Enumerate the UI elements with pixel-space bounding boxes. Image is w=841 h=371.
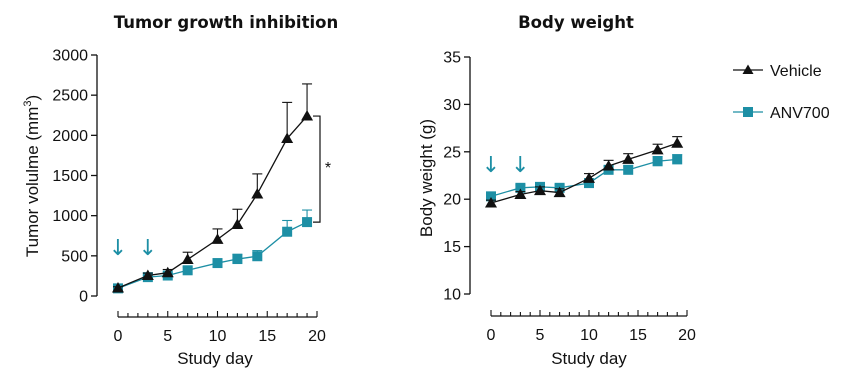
data-point	[232, 254, 243, 265]
data-point	[672, 154, 683, 165]
x-tick-label: 5	[163, 328, 172, 345]
data-point	[301, 110, 314, 121]
y-tick-label: 3000	[52, 48, 88, 65]
significance-star: *	[325, 160, 331, 177]
data-point	[231, 218, 244, 230]
x-axis-label-tumor: Study day	[177, 349, 253, 368]
x-tick-label: 0	[487, 327, 496, 344]
data-point	[251, 187, 264, 199]
y-tick-label: 20	[443, 192, 461, 209]
data-point	[281, 132, 294, 144]
legend-anv700-label: ANV700	[770, 105, 830, 122]
x-tick-label: 20	[308, 328, 326, 345]
data-point	[485, 196, 497, 208]
dosing-arrow: ↓	[482, 153, 500, 178]
y-tick-label: 1000	[52, 208, 88, 225]
data-point	[515, 182, 526, 193]
y-tick-label: 1500	[52, 168, 88, 185]
data-point	[486, 191, 496, 202]
y-tick-label: 30	[443, 97, 461, 114]
x-tick-label: 10	[580, 327, 598, 344]
chart-title-bodyweight: Body weight	[518, 13, 634, 32]
data-point	[602, 160, 615, 171]
legend-vehicle-marker	[742, 64, 754, 74]
y-tick-label: 10	[443, 287, 461, 304]
data-point	[282, 226, 293, 237]
data-point	[161, 266, 174, 278]
data-point	[514, 188, 527, 199]
legend-vehicle-label: Vehicle	[770, 63, 822, 80]
x-tick-label: 0	[114, 328, 123, 345]
series-vehicle	[112, 83, 314, 293]
data-point	[623, 164, 634, 175]
data-point	[671, 137, 684, 148]
x-tick-label: 20	[678, 327, 696, 344]
x-tick-label: 15	[629, 327, 647, 344]
plot-bodyweight: 10 15 20 25 30 35 0 5 10 15 20 ↓ ↓	[443, 50, 696, 345]
data-point	[584, 178, 594, 189]
dosing-arrow: ↓	[139, 236, 157, 261]
y-tick-label: 2500	[52, 88, 88, 105]
x-tick-label: 15	[258, 328, 276, 345]
y-axis-label-tumor-superscript: 3	[22, 101, 34, 107]
y-tick-label: 15	[443, 239, 461, 256]
y-tick-label: 2000	[52, 128, 88, 145]
data-point	[652, 156, 663, 167]
data-point	[211, 233, 224, 244]
data-point	[622, 153, 635, 164]
series-vehicle	[485, 136, 684, 208]
y-tick-label: 500	[61, 248, 88, 265]
data-point	[212, 258, 223, 269]
data-point	[141, 269, 154, 281]
data-point	[302, 217, 313, 228]
y-axis-label-tumor: Tumor volulme (mm3)	[22, 95, 42, 257]
data-point	[182, 265, 193, 276]
y-tick-label: 25	[443, 144, 461, 161]
dosing-arrow: ↓	[109, 236, 127, 261]
data-point	[112, 281, 124, 293]
plot-tumor: 0 500 1000 1500 2000 2500 3000 0 5 10 15 20 ↓ ↓ *	[52, 48, 331, 346]
dosing-arrow: ↓	[511, 153, 529, 178]
x-tick-label: 5	[536, 327, 545, 344]
data-point	[583, 172, 595, 183]
y-axis-label-tumor-close: )	[23, 95, 42, 101]
y-tick-label: 0	[79, 289, 88, 306]
data-point	[651, 143, 664, 155]
legend-anv700-marker	[743, 107, 753, 117]
y-tick-label: 35	[443, 50, 461, 67]
legend: Vehicle ANV700	[733, 63, 830, 122]
data-point	[181, 253, 194, 264]
x-axis-label-bodyweight: Study day	[551, 349, 627, 368]
chart-title-tumor: Tumor growth inhibition	[114, 13, 338, 32]
data-point	[252, 251, 263, 262]
x-tick-label: 10	[209, 328, 227, 345]
significance-bracket	[313, 115, 321, 223]
y-axis-label-tumor-main: Tumor volulme (mm	[23, 107, 42, 258]
y-axis-label-bodyweight: Body weight (g)	[417, 119, 436, 237]
data-point	[553, 186, 566, 198]
data-point	[534, 184, 546, 196]
